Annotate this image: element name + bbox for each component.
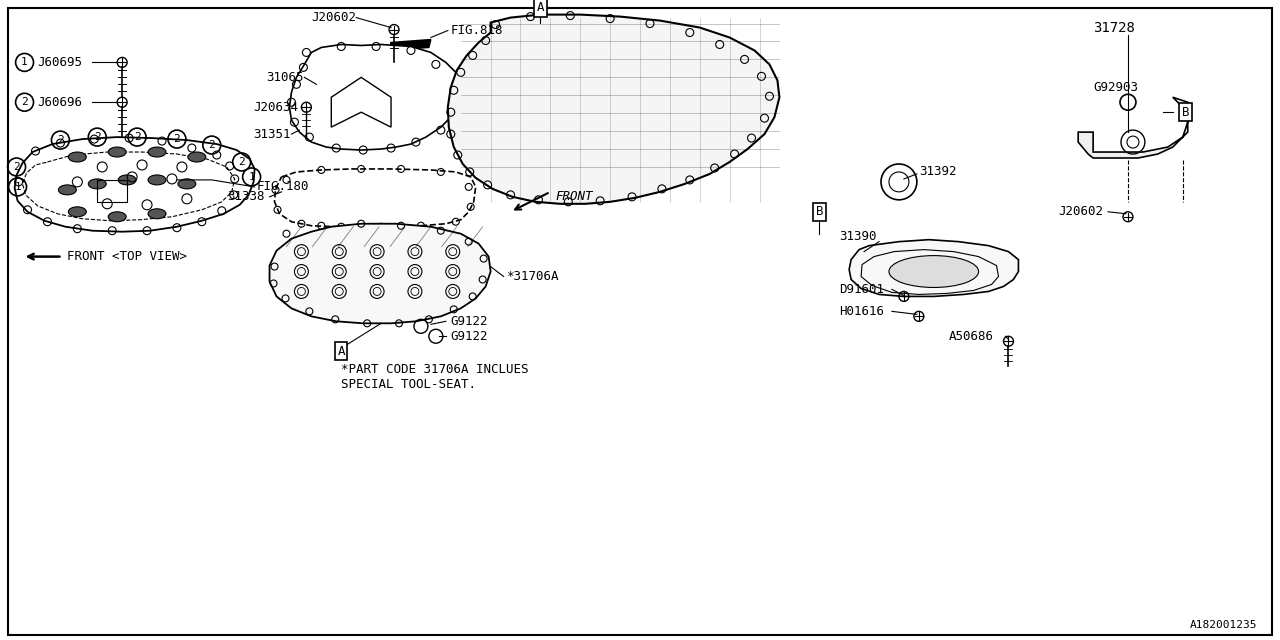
Text: 31390: 31390 (840, 230, 877, 243)
Ellipse shape (109, 212, 127, 221)
Text: *31706A: *31706A (506, 270, 558, 283)
PathPatch shape (14, 137, 255, 232)
Text: J60696: J60696 (37, 96, 82, 109)
Ellipse shape (890, 255, 979, 287)
Text: 31338: 31338 (227, 190, 264, 204)
Text: 2: 2 (238, 157, 244, 167)
PathPatch shape (270, 224, 490, 323)
Text: G92903: G92903 (1093, 81, 1138, 94)
Ellipse shape (59, 185, 77, 195)
Text: J20602: J20602 (1059, 205, 1103, 218)
Text: 1: 1 (22, 58, 28, 67)
PathPatch shape (274, 169, 476, 227)
PathPatch shape (289, 44, 461, 150)
PathPatch shape (849, 239, 1019, 296)
Polygon shape (389, 40, 431, 51)
Text: A: A (338, 345, 346, 358)
Text: 31351: 31351 (253, 127, 291, 141)
Ellipse shape (88, 179, 106, 189)
Ellipse shape (68, 152, 86, 162)
Ellipse shape (109, 147, 127, 157)
Text: *PART CODE 31706A INCLUES
SPECIAL TOOL-SEAT.: *PART CODE 31706A INCLUES SPECIAL TOOL-S… (342, 363, 529, 391)
Text: A182001235: A182001235 (1190, 620, 1257, 630)
Ellipse shape (178, 179, 196, 189)
Ellipse shape (188, 152, 206, 162)
Text: FRONT: FRONT (556, 190, 593, 204)
Text: G9122: G9122 (451, 315, 488, 328)
Text: 1: 1 (248, 172, 255, 182)
Text: A: A (536, 1, 544, 14)
Text: 2: 2 (209, 140, 215, 150)
Ellipse shape (148, 175, 166, 185)
Text: H01616: H01616 (840, 305, 884, 318)
Text: 2: 2 (13, 162, 20, 172)
Text: J20602: J20602 (311, 11, 356, 24)
Text: B: B (815, 205, 823, 218)
Ellipse shape (148, 147, 166, 157)
Text: FRONT <TOP VIEW>: FRONT <TOP VIEW> (68, 250, 187, 263)
Text: 2: 2 (93, 132, 101, 142)
Ellipse shape (68, 207, 86, 217)
Text: G9122: G9122 (451, 330, 488, 343)
Text: 2: 2 (22, 97, 28, 108)
Text: 31392: 31392 (919, 166, 956, 179)
Text: D91601: D91601 (840, 283, 884, 296)
Text: FIG.818: FIG.818 (451, 24, 503, 37)
PathPatch shape (448, 15, 780, 204)
Text: J20634: J20634 (253, 100, 298, 114)
Bar (97, 180, 127, 202)
Text: 2: 2 (133, 132, 141, 142)
Text: 31728: 31728 (1093, 20, 1135, 35)
Ellipse shape (118, 175, 136, 185)
Text: 2: 2 (58, 135, 64, 145)
Text: J60695: J60695 (37, 56, 82, 69)
Text: A50686: A50686 (948, 330, 993, 343)
Ellipse shape (148, 209, 166, 219)
Text: 1: 1 (14, 182, 20, 192)
Text: FIG.180: FIG.180 (256, 180, 308, 193)
Text: 31065: 31065 (266, 71, 305, 84)
PathPatch shape (1078, 97, 1188, 158)
Text: 2: 2 (174, 134, 180, 144)
Text: B: B (1181, 106, 1189, 118)
